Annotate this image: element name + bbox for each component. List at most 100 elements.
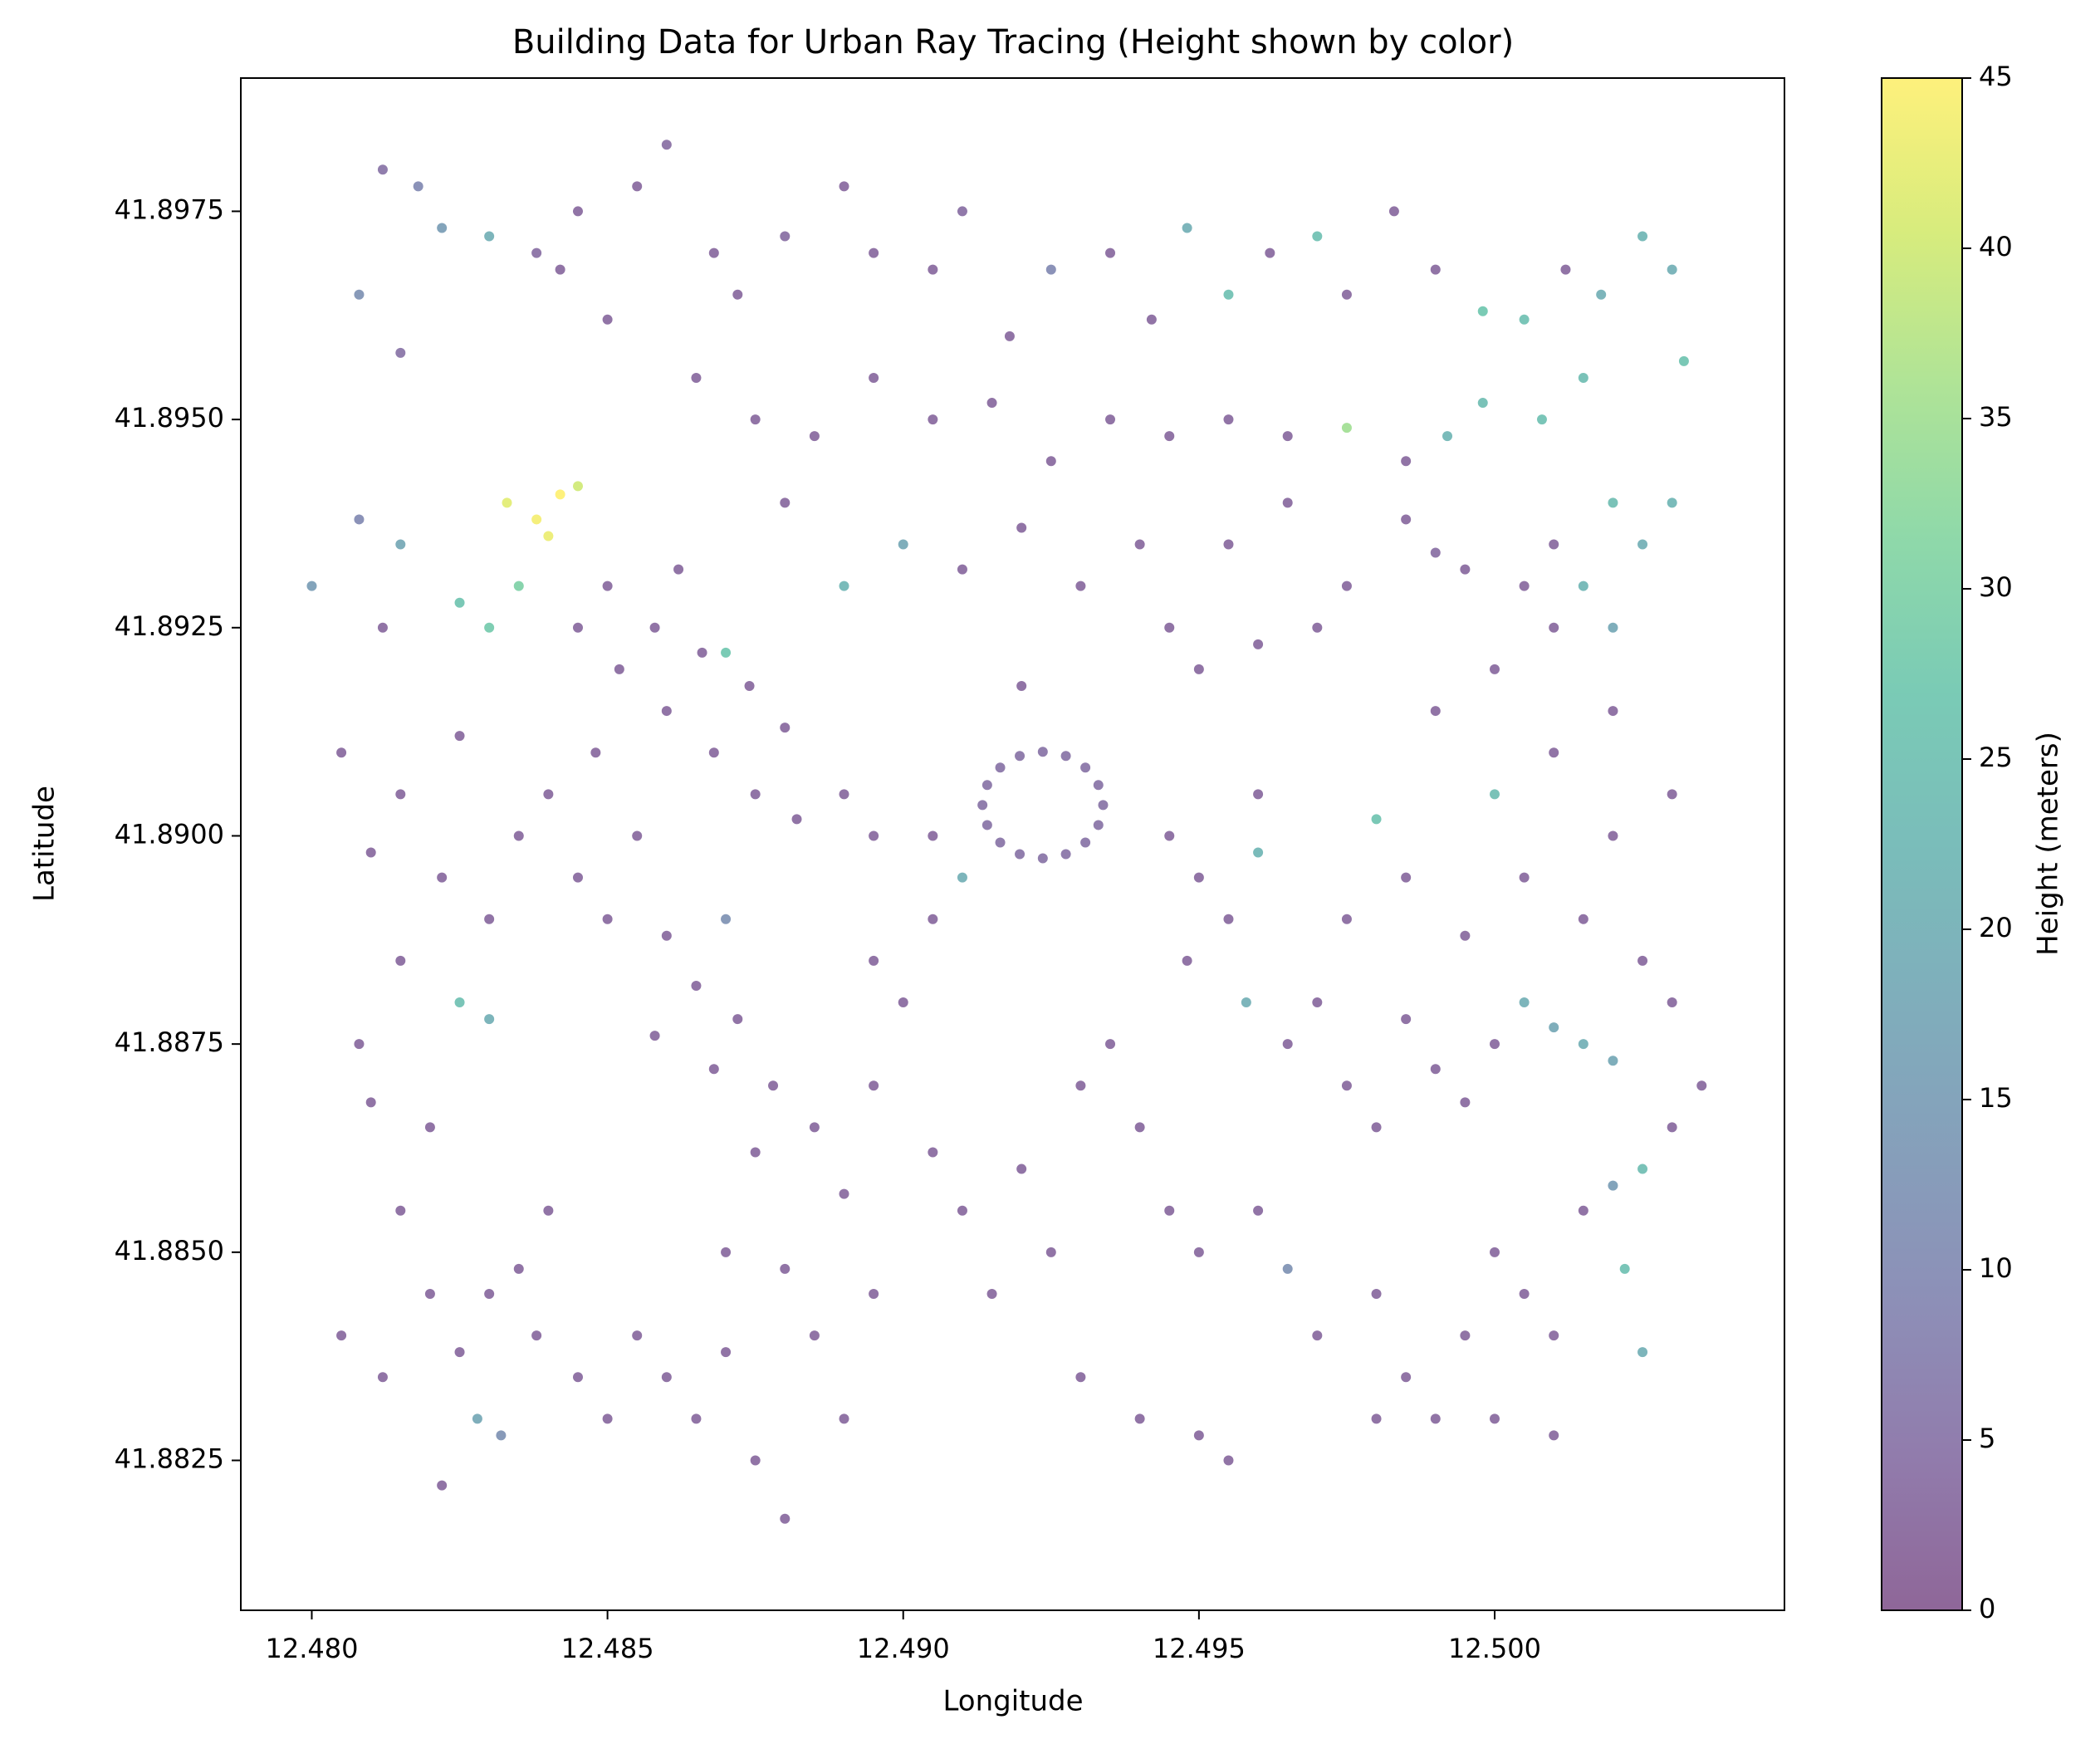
colorbar-tick-label: 20 — [1979, 912, 2013, 943]
building-point — [721, 1247, 732, 1257]
building-point — [750, 414, 761, 425]
points — [306, 140, 1707, 1524]
building-point — [1093, 820, 1104, 830]
building-point — [1004, 331, 1015, 341]
building-point — [1075, 1080, 1086, 1091]
building-point — [839, 1413, 849, 1424]
building-point — [1341, 289, 1352, 300]
building-point — [1549, 1330, 1559, 1341]
building-point — [1282, 1039, 1293, 1050]
building-point — [1608, 830, 1618, 841]
building-point — [750, 789, 761, 800]
building-point — [395, 789, 406, 800]
building-point — [780, 1513, 791, 1524]
building-point — [1105, 1039, 1116, 1050]
building-point — [780, 497, 791, 508]
building-point — [780, 1263, 791, 1274]
building-point — [1637, 955, 1648, 966]
building-point — [437, 1480, 448, 1491]
building-point — [484, 1014, 495, 1025]
x-tick-label: 12.495 — [1153, 1633, 1246, 1664]
building-point — [809, 1122, 820, 1133]
colorbar-tick-label: 25 — [1979, 742, 2013, 773]
building-point — [1637, 539, 1648, 550]
building-point — [1282, 1263, 1293, 1274]
building-point — [721, 914, 732, 924]
building-point — [1075, 1372, 1086, 1383]
building-point — [1312, 1330, 1323, 1341]
y-tick-label: 41.8850 — [115, 1235, 224, 1266]
building-point — [1371, 1122, 1382, 1133]
building-point — [649, 622, 660, 633]
building-point — [1430, 706, 1441, 717]
building-point — [602, 581, 613, 591]
building-point — [632, 1330, 643, 1341]
building-point — [1164, 622, 1175, 633]
building-point — [1608, 622, 1618, 633]
building-point — [472, 1413, 482, 1424]
building-point — [691, 372, 702, 383]
colorbar-tick-label: 10 — [1979, 1252, 2013, 1284]
building-point — [632, 830, 643, 841]
building-point — [1430, 547, 1441, 558]
building-point — [1549, 539, 1559, 550]
building-point — [869, 1288, 879, 1299]
building-point — [744, 680, 755, 691]
building-point — [1075, 581, 1086, 591]
building-point — [1134, 1122, 1145, 1133]
building-point — [1608, 1056, 1618, 1066]
building-point — [1016, 1163, 1027, 1174]
building-point — [531, 247, 542, 258]
building-point — [365, 847, 376, 858]
building-point — [395, 955, 406, 966]
building-point — [1045, 264, 1056, 275]
building-point — [1578, 1039, 1588, 1050]
building-point — [661, 930, 672, 941]
building-point — [437, 223, 448, 233]
building-point — [809, 431, 820, 442]
building-point — [995, 837, 1006, 848]
building-point — [1265, 247, 1275, 258]
building-point — [1549, 1430, 1559, 1441]
building-point — [661, 140, 672, 150]
building-point — [1460, 564, 1471, 575]
building-point — [1371, 1413, 1382, 1424]
building-point — [1193, 1247, 1204, 1257]
chart-title: Building Data for Urban Ray Tracing (Hei… — [512, 23, 1514, 61]
building-point — [1637, 1163, 1648, 1174]
building-point — [691, 980, 702, 991]
building-point — [1016, 680, 1027, 691]
building-point — [377, 1372, 388, 1383]
building-point — [1430, 264, 1441, 275]
building-point — [869, 830, 879, 841]
building-point — [513, 581, 524, 591]
building-point — [768, 1080, 779, 1091]
building-point — [632, 181, 643, 192]
building-point — [1016, 522, 1027, 533]
building-point — [484, 231, 495, 242]
building-point — [957, 564, 967, 575]
building-point — [531, 1330, 542, 1341]
building-point — [354, 289, 365, 300]
building-point — [572, 481, 583, 492]
building-point — [869, 372, 879, 383]
building-point — [413, 181, 423, 192]
building-point — [708, 747, 719, 758]
building-point — [365, 1097, 376, 1108]
building-point — [995, 762, 1006, 773]
building-point — [1105, 247, 1116, 258]
building-point — [543, 1205, 554, 1216]
building-point — [1015, 849, 1026, 860]
building-point — [454, 597, 465, 608]
building-point — [1312, 622, 1323, 633]
building-point — [691, 1413, 702, 1424]
building-point — [1341, 581, 1352, 591]
building-point — [750, 1147, 761, 1158]
building-point — [377, 164, 388, 175]
building-point — [1015, 751, 1026, 762]
building-point — [957, 206, 967, 217]
building-point — [708, 1064, 719, 1075]
building-point — [1164, 1205, 1175, 1216]
building-point — [721, 1347, 732, 1358]
building-point — [1134, 539, 1145, 550]
